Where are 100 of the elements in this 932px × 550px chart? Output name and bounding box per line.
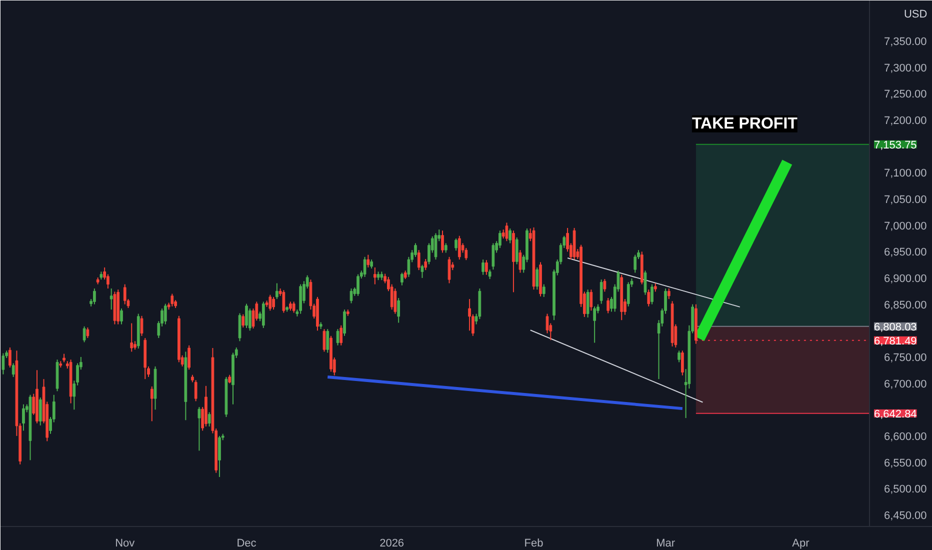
candlestick xyxy=(600,279,603,304)
y-tick-label: 7,300.00 xyxy=(884,62,927,74)
candlestick xyxy=(198,406,201,452)
candlestick xyxy=(441,230,444,254)
y-tick-label: 6,850.00 xyxy=(884,299,927,312)
candlestick xyxy=(678,350,680,363)
candlestick xyxy=(667,288,670,300)
candlestick xyxy=(292,301,296,314)
candlestick xyxy=(194,380,198,402)
y-tick-label: 6,550.00 xyxy=(884,457,927,470)
candlestick xyxy=(110,288,113,310)
candlestick xyxy=(634,254,637,274)
candlestick xyxy=(272,296,275,310)
y-tick-label: 7,350.00 xyxy=(884,36,927,48)
ref-line-label: 6,642.84 xyxy=(874,408,917,420)
candlestick xyxy=(164,303,167,325)
candlestick xyxy=(12,362,15,378)
candlestick xyxy=(650,284,654,305)
candlestick xyxy=(498,230,502,248)
candlestick xyxy=(356,274,360,296)
y-tick-label: 7,050.00 xyxy=(884,194,927,206)
candlestick xyxy=(373,266,376,285)
candlestick xyxy=(86,326,90,339)
candlestick xyxy=(275,282,278,300)
candlestick xyxy=(326,328,330,354)
candlestick xyxy=(8,346,12,368)
candlestick xyxy=(170,293,174,307)
candlestick xyxy=(464,247,468,261)
x-tick-label: Apr xyxy=(792,538,810,550)
candlestick xyxy=(22,404,25,432)
y-tick-label: 7,250.00 xyxy=(884,88,927,101)
y-tick-label: 6,450.00 xyxy=(884,510,927,522)
candlestick xyxy=(434,232,438,260)
y-tick-label: 6,500.00 xyxy=(884,484,927,496)
ref-line-label: 6,808.03 xyxy=(874,321,917,334)
annotation: TAKE PROFIT xyxy=(692,115,798,132)
candlestick xyxy=(444,242,448,254)
candlestick xyxy=(644,270,647,296)
y-tick-label: 6,750.00 xyxy=(884,352,927,364)
candlestick xyxy=(366,254,370,268)
x-tick-label: Nov xyxy=(115,538,136,550)
candlestick xyxy=(593,306,596,344)
candlestick xyxy=(417,250,420,271)
candlestick xyxy=(140,315,144,336)
candlestick xyxy=(38,397,42,426)
candlestick xyxy=(606,297,610,314)
candlestick xyxy=(681,350,684,376)
ref-line-label: 6,781.49 xyxy=(874,335,917,348)
candlestick xyxy=(93,288,96,305)
candlestick xyxy=(218,435,221,478)
y-tick-label: 7,000.00 xyxy=(884,220,927,232)
candlestick xyxy=(492,242,495,270)
y-tick-label: 6,900.00 xyxy=(884,272,927,285)
y-tick-label: 7,200.00 xyxy=(884,115,927,128)
candlestick xyxy=(322,328,326,352)
candlestick xyxy=(515,236,518,265)
candlestick xyxy=(248,308,252,332)
candlestick xyxy=(262,301,265,328)
candlestick xyxy=(123,284,126,305)
ref-line-label: 7,153.75 xyxy=(874,139,917,152)
x-tick-label: 2026 xyxy=(380,538,404,550)
candlestick xyxy=(505,222,508,242)
candlestick xyxy=(454,238,458,252)
candlestick xyxy=(400,272,404,286)
candlestick xyxy=(458,235,461,260)
y-tick-label: 6,700.00 xyxy=(884,378,927,390)
candlestick xyxy=(268,294,272,312)
candlestick xyxy=(424,258,428,271)
candlestick xyxy=(130,322,134,352)
candlestick xyxy=(590,289,593,312)
candlestick xyxy=(518,250,522,274)
candlestick xyxy=(336,328,340,346)
y-tick-label: 6,950.00 xyxy=(884,246,927,259)
candlestick xyxy=(482,259,484,276)
candlestick xyxy=(586,289,590,318)
x-tick-label: Feb xyxy=(524,538,544,550)
candlestick xyxy=(626,282,630,307)
candlestick xyxy=(603,278,606,292)
candlestick xyxy=(363,256,366,278)
candlestick xyxy=(488,269,492,280)
candlestick xyxy=(188,344,190,370)
candlestick xyxy=(238,312,242,342)
y-tick-label: 7,100.00 xyxy=(884,168,927,180)
candlestick xyxy=(82,326,86,343)
candlestick xyxy=(242,314,245,328)
candlestick xyxy=(397,297,400,324)
x-tick-label: Mar xyxy=(656,538,676,550)
candlestick xyxy=(448,256,451,284)
y-tick-label: 6,600.00 xyxy=(884,430,927,443)
candlestick xyxy=(536,266,539,290)
candlestick xyxy=(282,290,286,314)
candlestick xyxy=(340,324,343,346)
candlestick xyxy=(508,228,512,244)
candlestick xyxy=(350,288,353,304)
candlestick xyxy=(420,264,424,278)
candlestick xyxy=(2,352,5,375)
candlestick xyxy=(394,288,397,314)
x-tick-label: Dec xyxy=(236,538,257,550)
candlestick xyxy=(208,412,211,427)
candlestick xyxy=(343,309,346,336)
